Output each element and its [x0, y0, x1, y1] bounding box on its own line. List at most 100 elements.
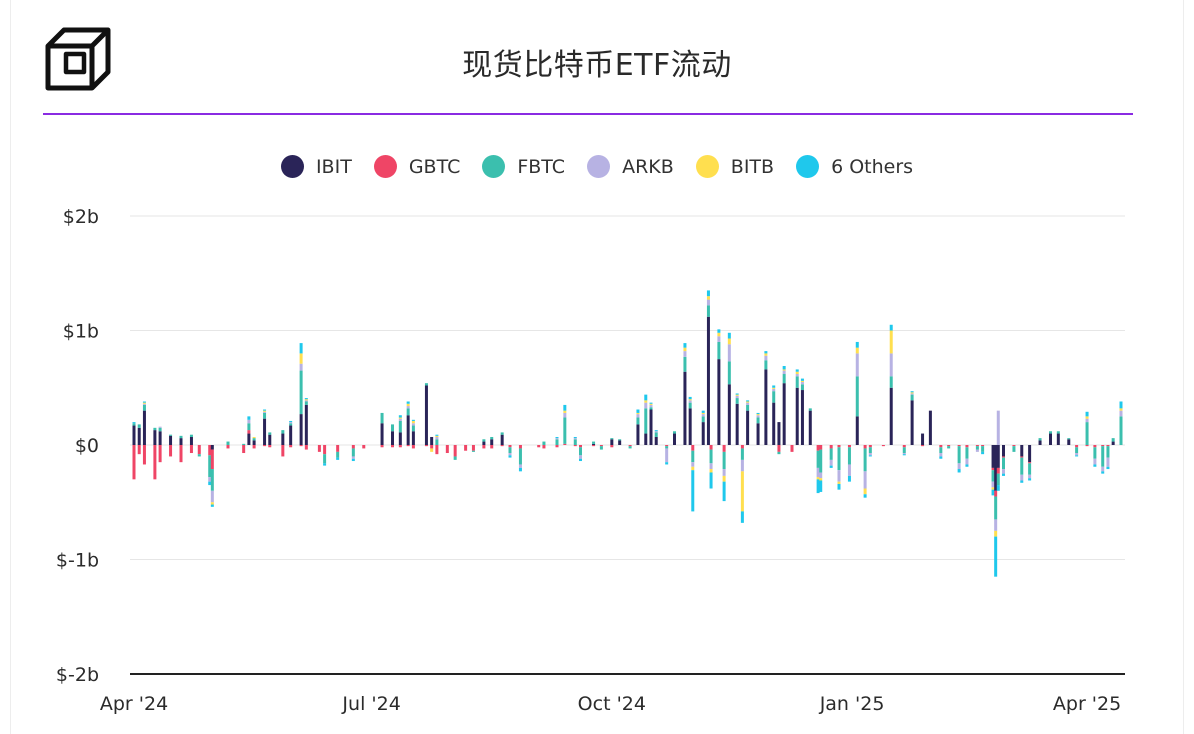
bar-segment-fbtc	[673, 431, 676, 434]
bar-segment-fbtc	[247, 423, 251, 431]
bar-segment-arkb	[764, 355, 768, 361]
x-tick-label: Jan '25	[819, 693, 885, 715]
bar-segment-bitb	[819, 478, 823, 481]
bar-segment-gbtc	[1085, 445, 1089, 447]
legend-item-gbtc[interactable]: GBTC	[373, 155, 460, 178]
bar-segment-fbtc	[242, 443, 246, 445]
bar-segment-fbtc	[764, 360, 768, 370]
bar-segment-gbtc	[981, 445, 985, 447]
bar-segment-gbtc	[868, 445, 872, 448]
bar-segment-gbtc	[1093, 445, 1097, 448]
legend-item-fbtc[interactable]: FBTC	[482, 155, 565, 178]
bar-segment-gbtc	[542, 445, 546, 449]
bar-segment-others	[727, 332, 731, 339]
bar-segment-bitb	[688, 399, 692, 401]
bar-segment-arkb	[829, 459, 833, 466]
bar-segment-ibit	[281, 433, 285, 445]
x-tick-label: Jul '24	[341, 693, 400, 715]
bar-segment-gbtc	[490, 445, 494, 449]
bar-segment-arkb	[299, 363, 303, 371]
bar-segment-bitb	[709, 469, 713, 473]
legend-swatch-fbtc	[482, 155, 506, 178]
bar-segment-ibit	[1038, 440, 1042, 445]
bar-segment-others	[1101, 471, 1105, 474]
legend-item-ibit[interactable]: IBIT	[280, 155, 352, 178]
bar-segment-others	[654, 430, 658, 432]
bar-segment-fbtc	[782, 374, 786, 384]
bar-segment-gbtc	[790, 445, 794, 452]
bar-segment-bitb	[299, 353, 303, 364]
bar-segment-bitb	[1085, 416, 1089, 419]
bar-segment-arkb	[579, 455, 582, 459]
bar-segment-fbtc	[756, 417, 760, 424]
legend-label-bitb: BITB	[730, 155, 775, 178]
bar-segment-bitb	[263, 410, 267, 412]
bar-segment-others	[1002, 473, 1005, 476]
bar-segment-ibit	[688, 408, 692, 445]
bar-segment-others	[683, 343, 687, 348]
bar-segment-gbtc	[921, 445, 925, 447]
bar-segment-fbtc	[709, 449, 713, 464]
bar-segment-ibit	[673, 433, 676, 445]
brand-logo-icon	[45, 27, 111, 91]
bar-segment-bitb	[304, 399, 308, 401]
bar-segment-gbtc	[939, 445, 943, 448]
legend-item-others[interactable]: 6 Others	[796, 155, 913, 178]
bar-segment-arkb	[665, 448, 669, 463]
bar-segment-others	[847, 475, 851, 482]
bar-segment-others	[1075, 455, 1079, 457]
bar-segment-bitb	[717, 332, 721, 337]
bar-segment-bitb	[910, 392, 914, 394]
bar-segment-gbtc	[1020, 456, 1024, 458]
bar-segment-fbtc	[706, 305, 710, 317]
bar-segment-arkb	[722, 469, 726, 476]
bar-segment-fbtc	[132, 423, 136, 426]
bar-segment-gbtc	[464, 445, 468, 451]
bar-segment-bitb	[411, 420, 415, 424]
bar-segment-ibit	[654, 436, 658, 445]
bar-segment-others	[706, 290, 710, 297]
legend-item-bitb[interactable]: BITB	[695, 155, 775, 178]
bar-segment-others	[717, 329, 721, 333]
bar-segment-gbtc	[777, 445, 781, 452]
bar-segment-fbtc	[210, 469, 214, 491]
bar-segment-gbtc	[252, 445, 256, 449]
bar-segment-gbtc	[336, 445, 340, 452]
bar-segment-fbtc	[855, 376, 859, 417]
bar-segment-arkb	[994, 519, 998, 531]
bar-segment-gbtc	[610, 445, 614, 448]
legend-item-arkb[interactable]: ARKB	[587, 155, 674, 178]
x-tick-label: Apr '25	[1053, 693, 1121, 715]
bar-segment-ibit	[482, 441, 486, 445]
bar-segment-gbtc	[137, 445, 141, 455]
bar-segment-bitb	[649, 403, 653, 405]
bar-segment-fbtc	[777, 451, 781, 455]
bar-segment-others	[981, 451, 985, 455]
bar-segment-fbtc	[1106, 446, 1110, 458]
bar-segment-fbtc	[665, 446, 669, 449]
bar-segment-gbtc	[829, 445, 833, 449]
bar-segment-fbtc	[816, 450, 820, 468]
bar-segment-others	[735, 393, 739, 395]
bar-segment-arkb	[555, 438, 559, 440]
bar-segment-arkb	[735, 395, 739, 399]
chart-card	[10, 0, 1184, 734]
bar-segment-gbtc	[563, 443, 567, 445]
bar-segment-gbtc	[500, 445, 504, 447]
bar-segment-ibit	[910, 400, 914, 445]
bar-segment-ibit	[618, 440, 622, 445]
bar-segment-others	[142, 401, 146, 403]
bar-segment-fbtc	[142, 404, 146, 411]
bar-segment-others	[782, 365, 786, 370]
bar-segment-fbtc	[683, 356, 687, 372]
bar-segment-fbtc	[518, 448, 522, 465]
bar-segment-gbtc	[902, 445, 906, 448]
bar-segment-fbtc	[351, 448, 355, 457]
chart-title: 现货比特币ETF流动	[462, 48, 732, 83]
bar-segment-fbtc	[563, 417, 567, 444]
bar-segment-fbtc	[644, 408, 648, 434]
bar-segment-arkb	[289, 422, 293, 424]
bar-segment-arkb	[889, 353, 893, 377]
bar-segment-ibit	[800, 390, 804, 445]
bar-segment-fbtc	[610, 438, 614, 440]
